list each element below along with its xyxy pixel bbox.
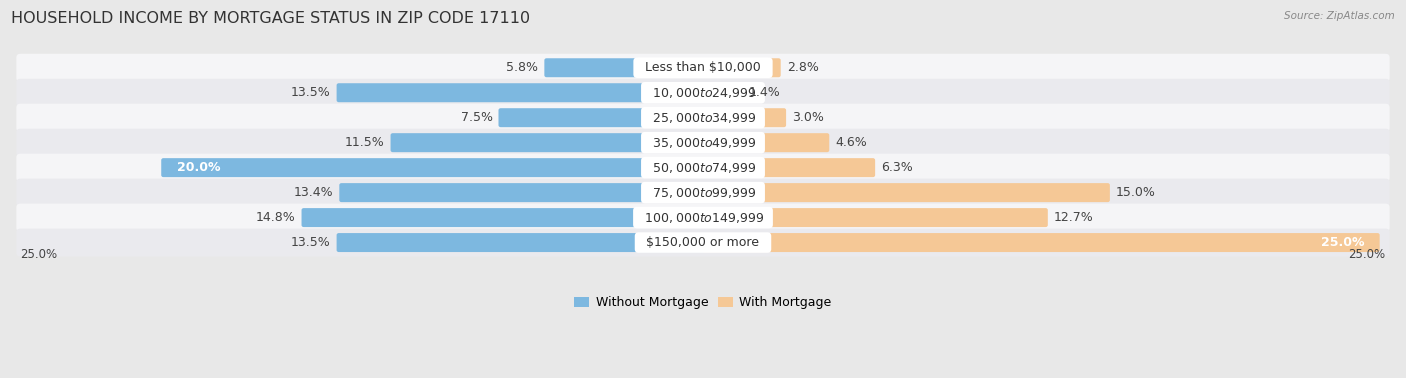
FancyBboxPatch shape xyxy=(17,104,1389,132)
FancyBboxPatch shape xyxy=(700,183,1109,202)
Text: $25,000 to $34,999: $25,000 to $34,999 xyxy=(645,111,761,125)
Text: $100,000 to $149,999: $100,000 to $149,999 xyxy=(637,211,769,225)
Text: 2.8%: 2.8% xyxy=(786,61,818,74)
FancyBboxPatch shape xyxy=(17,204,1389,232)
FancyBboxPatch shape xyxy=(700,158,875,177)
Text: 5.8%: 5.8% xyxy=(506,61,538,74)
Text: 25.0%: 25.0% xyxy=(1320,236,1364,249)
Text: 20.0%: 20.0% xyxy=(177,161,221,174)
FancyBboxPatch shape xyxy=(339,183,706,202)
FancyBboxPatch shape xyxy=(162,158,706,177)
FancyBboxPatch shape xyxy=(700,58,780,77)
Text: 14.8%: 14.8% xyxy=(256,211,295,224)
FancyBboxPatch shape xyxy=(17,154,1389,181)
FancyBboxPatch shape xyxy=(499,108,706,127)
Text: 11.5%: 11.5% xyxy=(344,136,385,149)
FancyBboxPatch shape xyxy=(700,83,742,102)
Text: 25.0%: 25.0% xyxy=(21,248,58,260)
FancyBboxPatch shape xyxy=(700,108,786,127)
Text: 13.5%: 13.5% xyxy=(291,86,330,99)
Text: HOUSEHOLD INCOME BY MORTGAGE STATUS IN ZIP CODE 17110: HOUSEHOLD INCOME BY MORTGAGE STATUS IN Z… xyxy=(11,11,530,26)
Text: 13.4%: 13.4% xyxy=(294,186,333,199)
Text: Source: ZipAtlas.com: Source: ZipAtlas.com xyxy=(1284,11,1395,21)
FancyBboxPatch shape xyxy=(17,79,1389,107)
FancyBboxPatch shape xyxy=(700,133,830,152)
FancyBboxPatch shape xyxy=(301,208,706,227)
Text: 13.5%: 13.5% xyxy=(291,236,330,249)
FancyBboxPatch shape xyxy=(17,129,1389,156)
Text: Less than $10,000: Less than $10,000 xyxy=(637,61,769,74)
Text: 3.0%: 3.0% xyxy=(792,111,824,124)
FancyBboxPatch shape xyxy=(700,208,1047,227)
FancyBboxPatch shape xyxy=(336,233,706,252)
FancyBboxPatch shape xyxy=(391,133,706,152)
Text: 4.6%: 4.6% xyxy=(835,136,868,149)
Text: 7.5%: 7.5% xyxy=(461,111,492,124)
FancyBboxPatch shape xyxy=(544,58,706,77)
Text: $10,000 to $24,999: $10,000 to $24,999 xyxy=(645,86,761,100)
Legend: Without Mortgage, With Mortgage: Without Mortgage, With Mortgage xyxy=(569,291,837,314)
Text: 1.4%: 1.4% xyxy=(749,86,780,99)
Text: 15.0%: 15.0% xyxy=(1116,186,1156,199)
Text: $35,000 to $49,999: $35,000 to $49,999 xyxy=(645,136,761,150)
FancyBboxPatch shape xyxy=(17,54,1389,82)
Text: $50,000 to $74,999: $50,000 to $74,999 xyxy=(645,161,761,175)
Text: 12.7%: 12.7% xyxy=(1053,211,1094,224)
Text: $75,000 to $99,999: $75,000 to $99,999 xyxy=(645,186,761,200)
FancyBboxPatch shape xyxy=(17,179,1389,207)
Text: 25.0%: 25.0% xyxy=(1348,248,1385,260)
FancyBboxPatch shape xyxy=(700,233,1379,252)
Text: $150,000 or more: $150,000 or more xyxy=(638,236,768,249)
Text: 6.3%: 6.3% xyxy=(882,161,912,174)
FancyBboxPatch shape xyxy=(336,83,706,102)
FancyBboxPatch shape xyxy=(17,229,1389,257)
